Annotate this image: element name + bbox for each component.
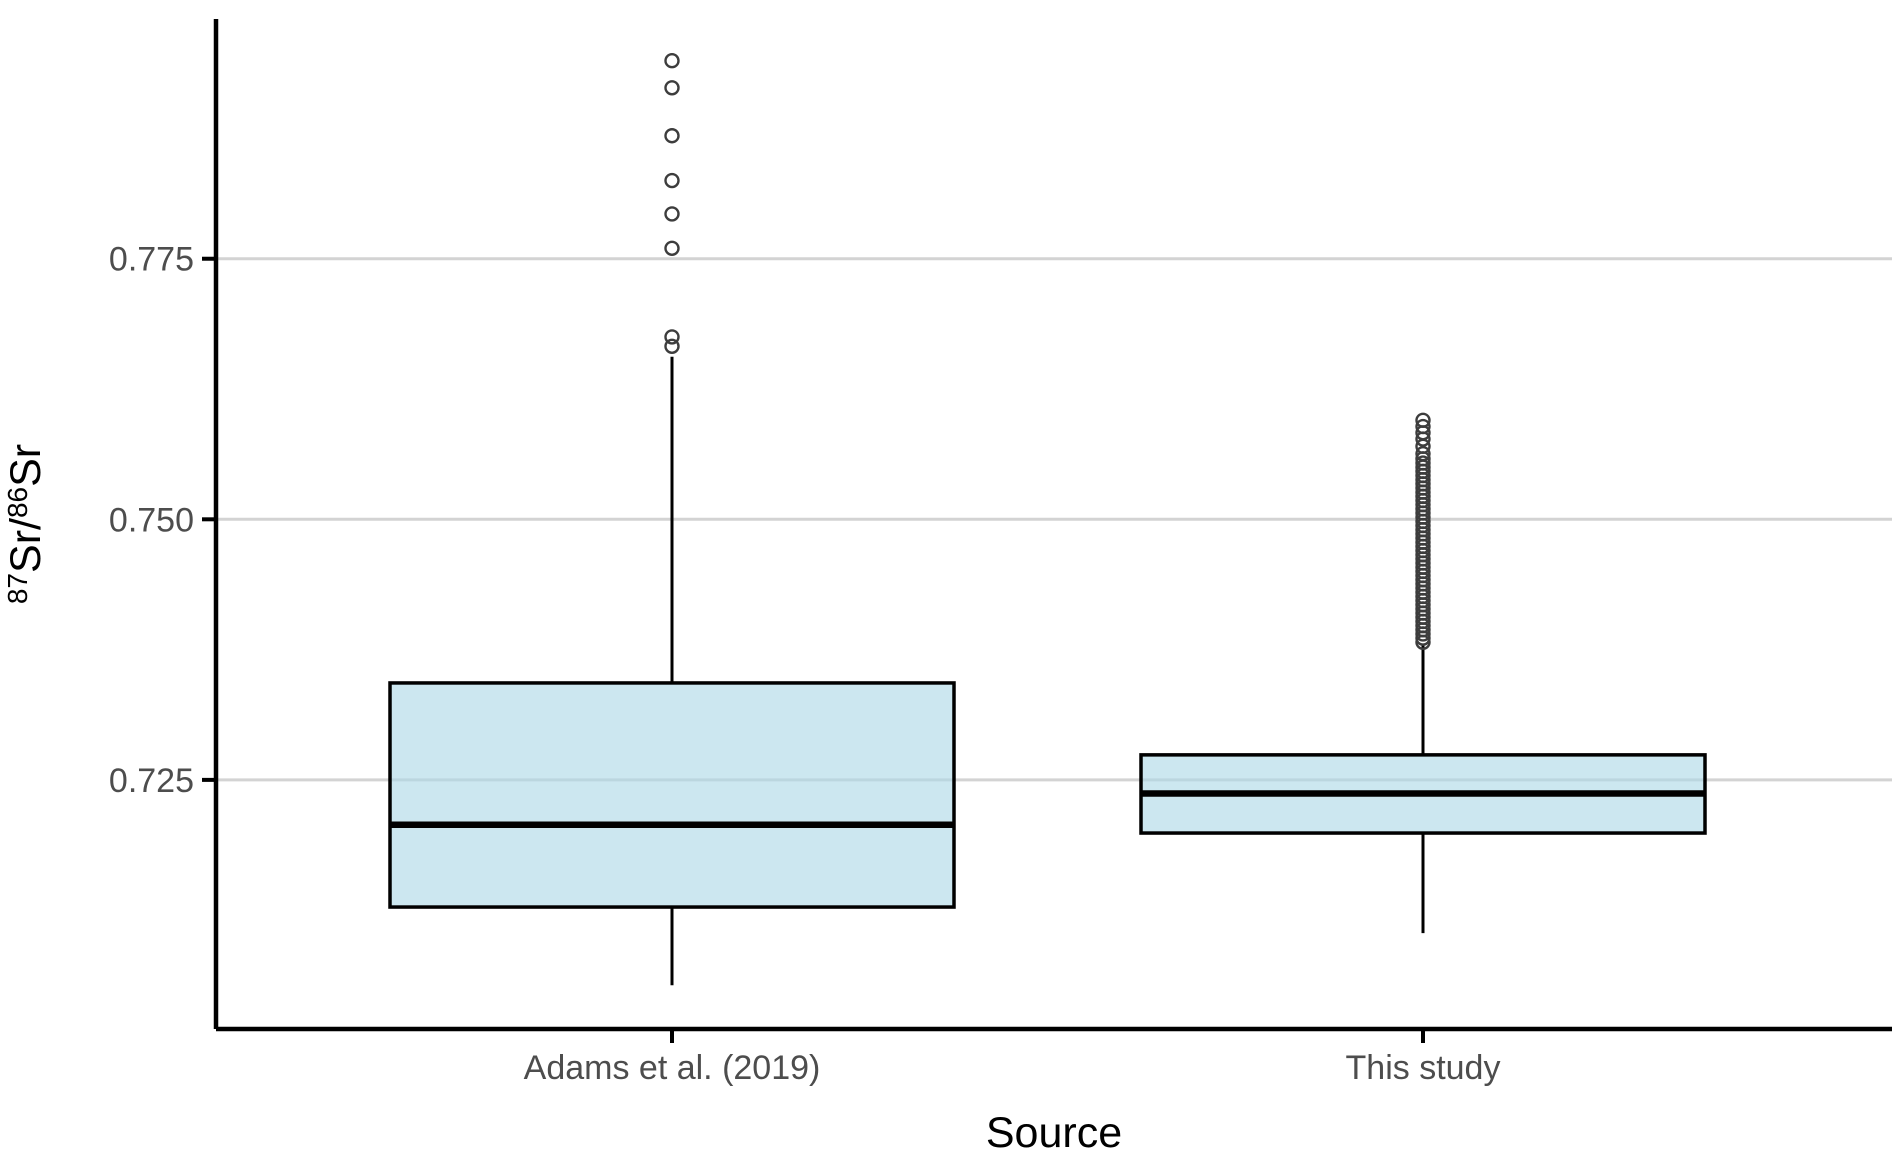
- box-group: [1139, 412, 1707, 934]
- y-tick-labels: 0.775 0.750 0.725: [109, 241, 194, 800]
- y-title-superscript: 86: [2, 487, 33, 518]
- axes: [202, 19, 1892, 1043]
- outlier-point: [664, 52, 680, 69]
- boxes: [388, 52, 1707, 986]
- outlier-point: [664, 172, 680, 189]
- outlier-point: [664, 338, 680, 354]
- y-title-text: Sr: [2, 444, 50, 487]
- x-axis-title: Source: [986, 1109, 1122, 1157]
- box-group: [388, 52, 956, 986]
- outlier-point: [1415, 412, 1431, 428]
- outlier-point: [664, 206, 680, 222]
- outlier-point: [664, 128, 680, 144]
- y-axis-title: 87Sr/86Sr: [2, 444, 50, 604]
- y-tick-label: 0.750: [109, 501, 194, 539]
- outlier-point: [664, 80, 680, 96]
- outlier-point: [1415, 455, 1431, 471]
- outlier-point: [664, 240, 680, 257]
- y-title-superscript: 87: [2, 573, 33, 604]
- outlier-point: [664, 329, 680, 345]
- y-title-text: Sr/: [2, 518, 50, 573]
- y-tick-label: 0.775: [109, 241, 194, 279]
- outlier-point: [1415, 445, 1431, 462]
- x-tick-labels: Adams et al. (2019) This study: [524, 1049, 1501, 1087]
- outlier-point: [1415, 418, 1431, 435]
- x-tick-label: This study: [1346, 1049, 1501, 1087]
- y-tick-label: 0.725: [109, 762, 194, 800]
- x-tick-label: Adams et al. (2019): [524, 1049, 821, 1087]
- iqr-box: [388, 681, 956, 909]
